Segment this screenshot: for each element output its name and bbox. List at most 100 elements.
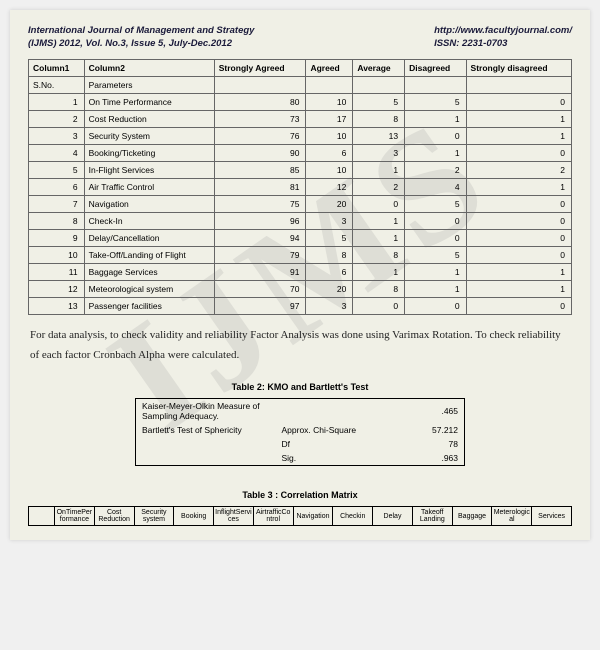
table-cell: Meteorological system bbox=[84, 280, 214, 297]
table-cell: 0 bbox=[466, 144, 571, 161]
table-cell bbox=[136, 451, 276, 466]
table-cell: 7 bbox=[29, 195, 85, 212]
table-cell: 9 bbox=[29, 229, 85, 246]
table-cell: 1 bbox=[353, 263, 405, 280]
table-header: Column2 bbox=[84, 59, 214, 76]
table-cell: Security System bbox=[84, 127, 214, 144]
table-cell: 5 bbox=[29, 161, 85, 178]
table-cell: 0 bbox=[405, 212, 466, 229]
table-cell: 79 bbox=[214, 246, 306, 263]
table-cell: 0 bbox=[353, 195, 405, 212]
table-cell: 1 bbox=[405, 280, 466, 297]
table-cell: 2 bbox=[29, 110, 85, 127]
table-row: Bartlett's Test of SphericityApprox. Chi… bbox=[136, 423, 465, 437]
table-cell: Check-In bbox=[84, 212, 214, 229]
table-cell: 2 bbox=[466, 161, 571, 178]
table-cell: Parameters bbox=[84, 76, 214, 93]
table-cell: 97 bbox=[214, 297, 306, 314]
table-header: Security system bbox=[134, 507, 174, 526]
table-header: OnTimePerformance bbox=[55, 507, 95, 526]
table-cell: 0 bbox=[466, 93, 571, 110]
table-header: Cost Reduction bbox=[94, 507, 134, 526]
table-cell: 1 bbox=[405, 263, 466, 280]
table-cell: 10 bbox=[306, 161, 353, 178]
table-cell: Kaiser-Meyer-Olkin Measure of Sampling A… bbox=[136, 399, 276, 424]
table-cell: 5 bbox=[405, 246, 466, 263]
corr-title: Table 3 : Correlation Matrix bbox=[28, 490, 572, 500]
journal-url: http://www.facultyjournal.com/ bbox=[434, 24, 572, 37]
body-paragraph: For data analysis, to check validity and… bbox=[30, 325, 570, 367]
table-cell: 8 bbox=[353, 110, 405, 127]
table-cell: 1 bbox=[466, 263, 571, 280]
issue-line: (IJMS) 2012, Vol. No.3, Issue 5, July-De… bbox=[28, 37, 254, 50]
table-cell bbox=[214, 76, 306, 93]
table-cell: On Time Performance bbox=[84, 93, 214, 110]
table-cell: In-Flight Services bbox=[84, 161, 214, 178]
table-cell: 0 bbox=[466, 297, 571, 314]
table-cell: 90 bbox=[214, 144, 306, 161]
table-header bbox=[29, 507, 55, 526]
table-cell: 1 bbox=[353, 161, 405, 178]
issn: ISSN: 2231-0703 bbox=[434, 37, 572, 50]
table-row: 3Security System76101301 bbox=[29, 127, 572, 144]
kmo-title: Table 2: KMO and Bartlett's Test bbox=[28, 382, 572, 392]
table-cell: 10 bbox=[29, 246, 85, 263]
table-row: 4Booking/Ticketing906310 bbox=[29, 144, 572, 161]
table-cell: Df bbox=[276, 437, 415, 451]
table-cell: 1 bbox=[466, 110, 571, 127]
table-row: 8Check-In963100 bbox=[29, 212, 572, 229]
table-cell: 73 bbox=[214, 110, 306, 127]
kmo-table: Kaiser-Meyer-Olkin Measure of Sampling A… bbox=[135, 398, 465, 466]
table-cell: Baggage Services bbox=[84, 263, 214, 280]
table-cell: 85 bbox=[214, 161, 306, 178]
table-cell: 8 bbox=[353, 246, 405, 263]
table-row: 1On Time Performance8010550 bbox=[29, 93, 572, 110]
table-header: Column1 bbox=[29, 59, 85, 76]
table-header: Strongly Agreed bbox=[214, 59, 306, 76]
table-cell: Approx. Chi-Square bbox=[276, 423, 415, 437]
correlation-table: OnTimePerformanceCost ReductionSecurity … bbox=[28, 506, 572, 526]
table-header: Takeoff Landing bbox=[412, 507, 452, 526]
table-cell: 6 bbox=[29, 178, 85, 195]
table-cell: 20 bbox=[306, 195, 353, 212]
table-cell: 1 bbox=[29, 93, 85, 110]
table-header: Meterological bbox=[492, 507, 532, 526]
table-row: 12Meteorological system7020811 bbox=[29, 280, 572, 297]
table-header: Booking bbox=[174, 507, 214, 526]
table-cell: 4 bbox=[405, 178, 466, 195]
table-row: 10Take-Off/Landing of Flight798850 bbox=[29, 246, 572, 263]
table-cell bbox=[136, 437, 276, 451]
table-cell: 5 bbox=[353, 93, 405, 110]
table-cell: 91 bbox=[214, 263, 306, 280]
table-header: InflightServices bbox=[214, 507, 254, 526]
table-cell: .465 bbox=[415, 399, 465, 424]
table-cell: 0 bbox=[466, 229, 571, 246]
table-cell bbox=[405, 76, 466, 93]
table-cell: 1 bbox=[353, 229, 405, 246]
table-row: 2Cost Reduction7317811 bbox=[29, 110, 572, 127]
table-cell: 13 bbox=[29, 297, 85, 314]
table-cell: 3 bbox=[306, 297, 353, 314]
table-row: Kaiser-Meyer-Olkin Measure of Sampling A… bbox=[136, 399, 465, 424]
table-cell bbox=[466, 76, 571, 93]
table-cell: 10 bbox=[306, 93, 353, 110]
table-cell: 6 bbox=[306, 263, 353, 280]
table-cell: 1 bbox=[405, 144, 466, 161]
table-row: 6Air Traffic Control8112241 bbox=[29, 178, 572, 195]
table-cell: 5 bbox=[405, 93, 466, 110]
table-cell: 12 bbox=[29, 280, 85, 297]
table-header: Agreed bbox=[306, 59, 353, 76]
table-header: Checkin bbox=[333, 507, 373, 526]
table-cell: 57.212 bbox=[415, 423, 465, 437]
table-cell: 0 bbox=[353, 297, 405, 314]
table-cell: S.No. bbox=[29, 76, 85, 93]
table-cell: 70 bbox=[214, 280, 306, 297]
table-cell: Take-Off/Landing of Flight bbox=[84, 246, 214, 263]
table-cell: 2 bbox=[353, 178, 405, 195]
table-cell: Bartlett's Test of Sphericity bbox=[136, 423, 276, 437]
table-cell: 0 bbox=[405, 127, 466, 144]
table-cell: 12 bbox=[306, 178, 353, 195]
table-row: 13Passenger facilities973000 bbox=[29, 297, 572, 314]
table-cell: 1 bbox=[466, 178, 571, 195]
table-cell: 0 bbox=[466, 212, 571, 229]
